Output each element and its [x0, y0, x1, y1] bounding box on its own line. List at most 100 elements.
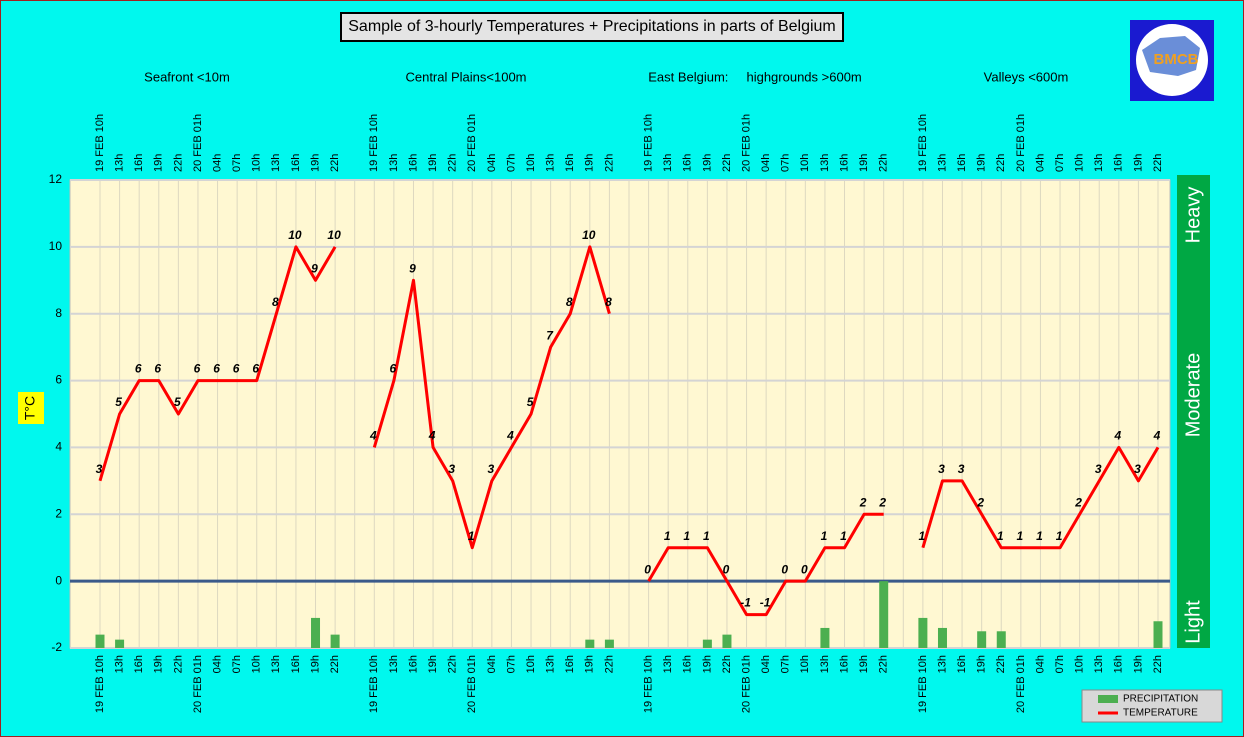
- x-tick-label-top: 10h: [1074, 154, 1086, 172]
- x-tick-label-bottom: 07h: [505, 655, 517, 673]
- data-label: 1: [997, 529, 1004, 543]
- x-tick-label-top: 10h: [251, 154, 263, 172]
- data-label: 9: [311, 261, 318, 275]
- x-tick-label-bottom: 16h: [838, 655, 850, 673]
- x-tick-label-top: 22h: [721, 154, 733, 172]
- x-tick-label-bottom: 10h: [1074, 655, 1086, 673]
- x-tick-label-top: 19 FEB 10h: [917, 114, 929, 172]
- x-tick-label-top: 20 FEB 01h: [740, 114, 752, 172]
- data-label: 4: [1153, 429, 1161, 443]
- x-tick-label-top: 07h: [231, 154, 243, 172]
- data-label: 0: [723, 562, 730, 576]
- data-label: 1: [840, 529, 847, 543]
- x-tick-label-top: 22h: [878, 154, 890, 172]
- x-tick-label-bottom: 22h: [172, 655, 184, 673]
- logo-map: [1142, 36, 1200, 76]
- x-tick-label-bottom: 22h: [995, 655, 1007, 673]
- group-label: Central Plains<100m: [405, 69, 526, 84]
- x-tick-label-top: 19h: [584, 154, 596, 172]
- x-tick-label-bottom: 13h: [936, 655, 948, 673]
- precipitation-bar: [604, 639, 614, 648]
- x-tick-label-top: 19 FEB 10h: [94, 114, 106, 172]
- x-tick-label-bottom: 07h: [1054, 655, 1066, 673]
- x-tick-label-bottom: 13h: [1093, 655, 1105, 673]
- x-tick-label-bottom: 16h: [682, 655, 694, 673]
- precipitation-bar: [95, 634, 105, 648]
- y-tick-label: 12: [49, 172, 63, 186]
- x-tick-label-top: 19h: [1132, 154, 1144, 172]
- data-label: 5: [174, 395, 181, 409]
- y-tick-label: -2: [51, 640, 62, 654]
- x-tick-label-top: 13h: [936, 154, 948, 172]
- x-tick-label-top: 19h: [701, 154, 713, 172]
- x-tick-label-top: 20 FEB 01h: [466, 114, 478, 172]
- x-tick-label-bottom: 19h: [584, 655, 596, 673]
- x-tick-label-top: 22h: [1152, 154, 1164, 172]
- x-tick-label-top: 16h: [564, 154, 576, 172]
- group-label: Valleys <600m: [984, 69, 1069, 84]
- x-tick-label-top: 19h: [153, 154, 165, 172]
- precipitation-bar: [996, 631, 1006, 648]
- data-label: 3: [958, 462, 965, 476]
- x-tick-label-bottom: 22h: [878, 655, 890, 673]
- y-tick-label: 6: [55, 373, 62, 387]
- x-tick-label-bottom: 19 FEB 10h: [368, 655, 380, 713]
- x-tick-label-bottom: 10h: [799, 655, 811, 673]
- x-tick-label-bottom: 16h: [407, 655, 419, 673]
- x-tick-label-bottom: 07h: [780, 655, 792, 673]
- x-tick-label-bottom: 19h: [309, 655, 321, 673]
- x-tick-label-top: 04h: [760, 154, 772, 172]
- data-label: 0: [781, 562, 788, 576]
- x-tick-label-bottom: 20 FEB 01h: [192, 655, 204, 713]
- x-tick-label-bottom: 16h: [1113, 655, 1125, 673]
- x-tick-label-top: 16h: [838, 154, 850, 172]
- precipitation-bar: [722, 634, 732, 648]
- x-tick-label-top: 22h: [995, 154, 1007, 172]
- data-label: 7: [546, 328, 554, 342]
- x-tick-label-bottom: 04h: [1034, 655, 1046, 673]
- x-tick-label-top: 13h: [113, 154, 125, 172]
- data-label: 10: [327, 228, 341, 242]
- data-label: 3: [96, 462, 103, 476]
- precipitation-bar: [918, 617, 928, 648]
- precipitation-bar: [879, 581, 889, 648]
- x-tick-label-bottom: 19h: [153, 655, 165, 673]
- y-tick-label: 0: [55, 573, 62, 587]
- data-label: 4: [1113, 429, 1121, 443]
- temperature-line: [98, 245, 1160, 617]
- x-tick-label-bottom: 13h: [270, 655, 282, 673]
- x-tick-label-bottom: 13h: [388, 655, 400, 673]
- data-label: 2: [976, 495, 984, 509]
- data-label: 6: [135, 362, 142, 376]
- legend-label: TEMPERATURE: [1123, 708, 1198, 719]
- x-tick-label-bottom: 20 FEB 01h: [466, 655, 478, 713]
- x-tick-label-bottom: 13h: [819, 655, 831, 673]
- x-tick-label-bottom: 20 FEB 01h: [740, 655, 752, 713]
- y-axis-label: T°C: [22, 396, 38, 420]
- precipitation-bar: [977, 631, 987, 648]
- data-label: 3: [448, 462, 455, 476]
- legend-label: PRECIPITATION: [1123, 694, 1198, 705]
- x-tick-label-top: 16h: [290, 154, 302, 172]
- x-tick-label-bottom: 22h: [447, 655, 459, 673]
- x-tick-label-bottom: 19 FEB 10h: [642, 655, 654, 713]
- x-tick-label-top: 22h: [172, 154, 184, 172]
- x-tick-label-top: 19 FEB 10h: [642, 114, 654, 172]
- x-tick-label-top: 10h: [799, 154, 811, 172]
- x-tick-label-bottom: 22h: [329, 655, 341, 673]
- x-tick-label-bottom: 13h: [662, 655, 674, 673]
- data-label: 8: [605, 295, 612, 309]
- x-tick-label-top: 16h: [133, 154, 145, 172]
- x-tick-label-top: 04h: [211, 154, 223, 172]
- data-label: 6: [252, 362, 259, 376]
- data-label: 6: [213, 362, 220, 376]
- precipitation-bar: [115, 639, 125, 648]
- plot-area: [69, 179, 1171, 649]
- x-tick-label-top: 04h: [1034, 154, 1046, 172]
- x-tick-label-top: 16h: [682, 154, 694, 172]
- x-tick-label-top: 19h: [309, 154, 321, 172]
- data-label: 6: [233, 362, 240, 376]
- data-label: 2: [878, 495, 886, 509]
- x-tick-label-bottom: 19h: [976, 655, 988, 673]
- intensity-strip: [1177, 175, 1210, 648]
